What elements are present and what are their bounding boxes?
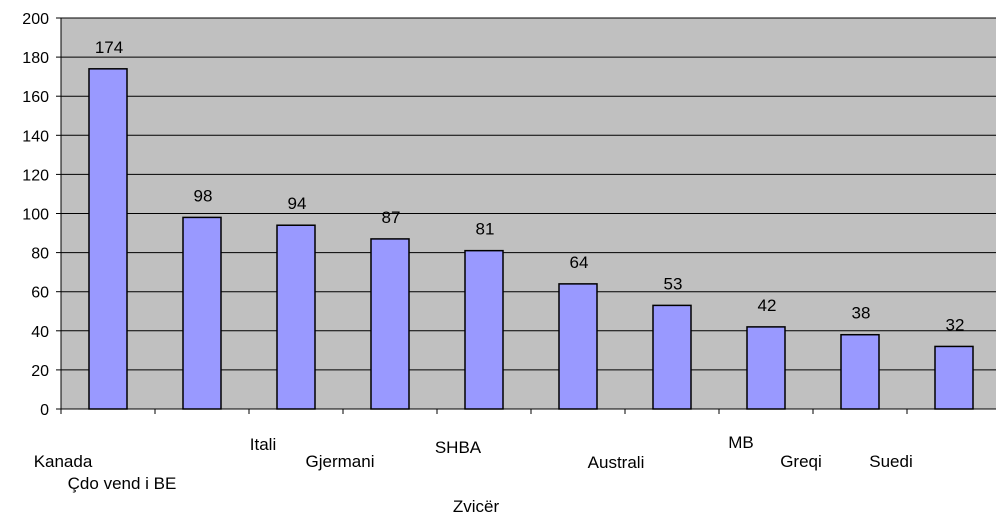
y-tick-label: 100	[22, 207, 49, 224]
data-label: 53	[664, 274, 683, 293]
y-tick-label: 80	[31, 246, 49, 263]
x-category-label: Itali	[250, 435, 276, 454]
x-category-label: Greqi	[780, 452, 822, 471]
x-category-label: Kanada	[34, 452, 93, 471]
y-tick-label: 20	[31, 363, 49, 380]
data-label: 94	[288, 194, 307, 213]
data-label: 42	[758, 296, 777, 315]
y-tick-label: 40	[31, 324, 49, 341]
y-tick-label: 0	[40, 402, 49, 419]
x-category-label: Australi	[588, 453, 645, 472]
data-label: 81	[476, 220, 495, 239]
bar	[934, 345, 974, 410]
data-label: 32	[946, 315, 965, 334]
x-tick-labels: Kanada Çdo vend i BE Itali Gjermani Zvicër SH…	[34, 433, 913, 515]
bars	[88, 68, 974, 410]
bar	[464, 249, 504, 410]
bar	[840, 333, 880, 410]
y-tick-labels: 0 20 40 60 80 100 120 140 160 180 200	[22, 11, 61, 419]
x-category-label: Zvicër	[453, 497, 500, 515]
x-category-label: SHBA	[435, 438, 482, 457]
y-tick-label: 60	[31, 285, 49, 302]
y-tick-label: 200	[22, 11, 49, 28]
bar	[746, 326, 786, 410]
bar	[88, 68, 128, 410]
x-category-label: Gjermani	[306, 452, 375, 471]
data-label: 174	[95, 38, 123, 57]
bar	[370, 238, 410, 410]
axes	[56, 18, 996, 414]
bar	[182, 216, 222, 410]
y-tick-label: 140	[22, 128, 49, 145]
bar	[558, 283, 598, 410]
data-label: 98	[194, 186, 213, 205]
x-category-label: Suedi	[869, 452, 912, 471]
data-label: 38	[852, 304, 871, 323]
x-category-label: Çdo vend i BE	[68, 474, 177, 493]
data-label: 64	[570, 253, 589, 272]
data-label: 87	[382, 208, 401, 227]
x-category-label: MB	[728, 433, 754, 452]
y-tick-label: 180	[22, 50, 49, 67]
y-tick-label: 120	[22, 167, 49, 184]
bar	[276, 224, 316, 410]
bar	[652, 304, 692, 410]
y-tick-label: 160	[22, 89, 49, 106]
data-labels: 174 98 94 87 81 64 53 42 38 32	[95, 38, 965, 335]
